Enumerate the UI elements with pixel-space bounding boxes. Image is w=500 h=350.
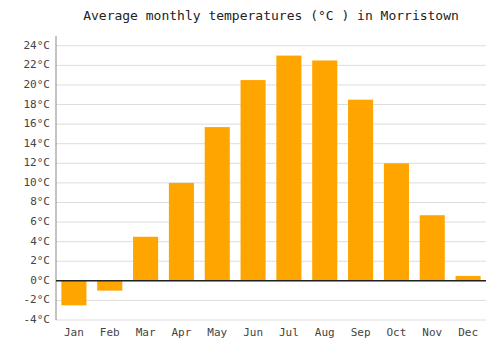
chart: Average monthly temperatures (°C ) in Mo… [0, 0, 500, 350]
y-tick-label: 0°C [30, 274, 50, 287]
bar [97, 281, 122, 291]
x-tick-label: May [207, 326, 227, 339]
bar [420, 215, 445, 281]
x-tick-label: Sep [351, 326, 371, 339]
x-tick-label: Feb [100, 326, 120, 339]
x-tick-label: Jun [243, 326, 263, 339]
x-tick-label: Jan [64, 326, 84, 339]
bar [133, 237, 158, 281]
bars [61, 56, 480, 306]
bar [384, 163, 409, 281]
x-tick-label: Dec [458, 326, 478, 339]
y-axis-line [56, 36, 57, 320]
x-ticks: Jan Feb Mar Apr May Jun Jul Aug Sep Oct Nov Dec [64, 326, 478, 339]
y-ticks: -4°C -2°C 0°C 2°C 4°C 6°C 8°C 10°C 12°C 14°C 16°C 1… [24, 39, 51, 326]
x-tick-label: Nov [422, 326, 442, 339]
zero-line [56, 280, 486, 282]
grid-line [56, 104, 486, 105]
x-tick-label: Aug [315, 326, 335, 339]
y-tick-label: 22°C [24, 58, 51, 71]
y-tick-label: 16°C [24, 117, 51, 130]
y-tick-label: 8°C [30, 195, 50, 208]
bar [312, 60, 337, 280]
grid-line [56, 84, 486, 85]
bar [61, 281, 86, 305]
y-tick-label: 4°C [30, 235, 50, 248]
grid-line [56, 124, 486, 125]
x-tick-label: Jul [279, 326, 299, 339]
grid-line [56, 45, 486, 46]
y-tick-label: 14°C [24, 137, 51, 150]
y-tick-label: 24°C [24, 39, 51, 52]
y-tick-label: 20°C [24, 78, 51, 91]
x-tick-label: Oct [386, 326, 406, 339]
bar [348, 100, 373, 281]
chart-container: Average monthly temperatures (°C ) in Mo… [0, 0, 500, 350]
grid-line [56, 182, 486, 183]
x-tick-label: Mar [136, 326, 156, 339]
y-tick-label: 18°C [24, 98, 51, 111]
title: Average monthly temperatures (°C ) in Mo… [83, 8, 459, 23]
bar [205, 127, 230, 281]
grid-line [56, 300, 486, 301]
grid [56, 46, 486, 320]
y-tick-label: -2°C [24, 293, 51, 306]
y-tick-label: 2°C [30, 254, 50, 267]
x-tick-label: Apr [171, 326, 191, 339]
grid-line [56, 280, 486, 281]
y-tick-label: 12°C [24, 156, 51, 169]
grid-line [56, 143, 486, 144]
y-tick-label: -4°C [24, 313, 51, 326]
bar [241, 80, 266, 281]
grid-line [56, 320, 486, 321]
grid-line [56, 202, 486, 203]
y-tick-label: 10°C [24, 176, 51, 189]
grid-line [56, 163, 486, 164]
bar [169, 183, 194, 281]
y-tick-label: 6°C [30, 215, 50, 228]
bar [276, 56, 301, 281]
grid-line [56, 65, 486, 66]
